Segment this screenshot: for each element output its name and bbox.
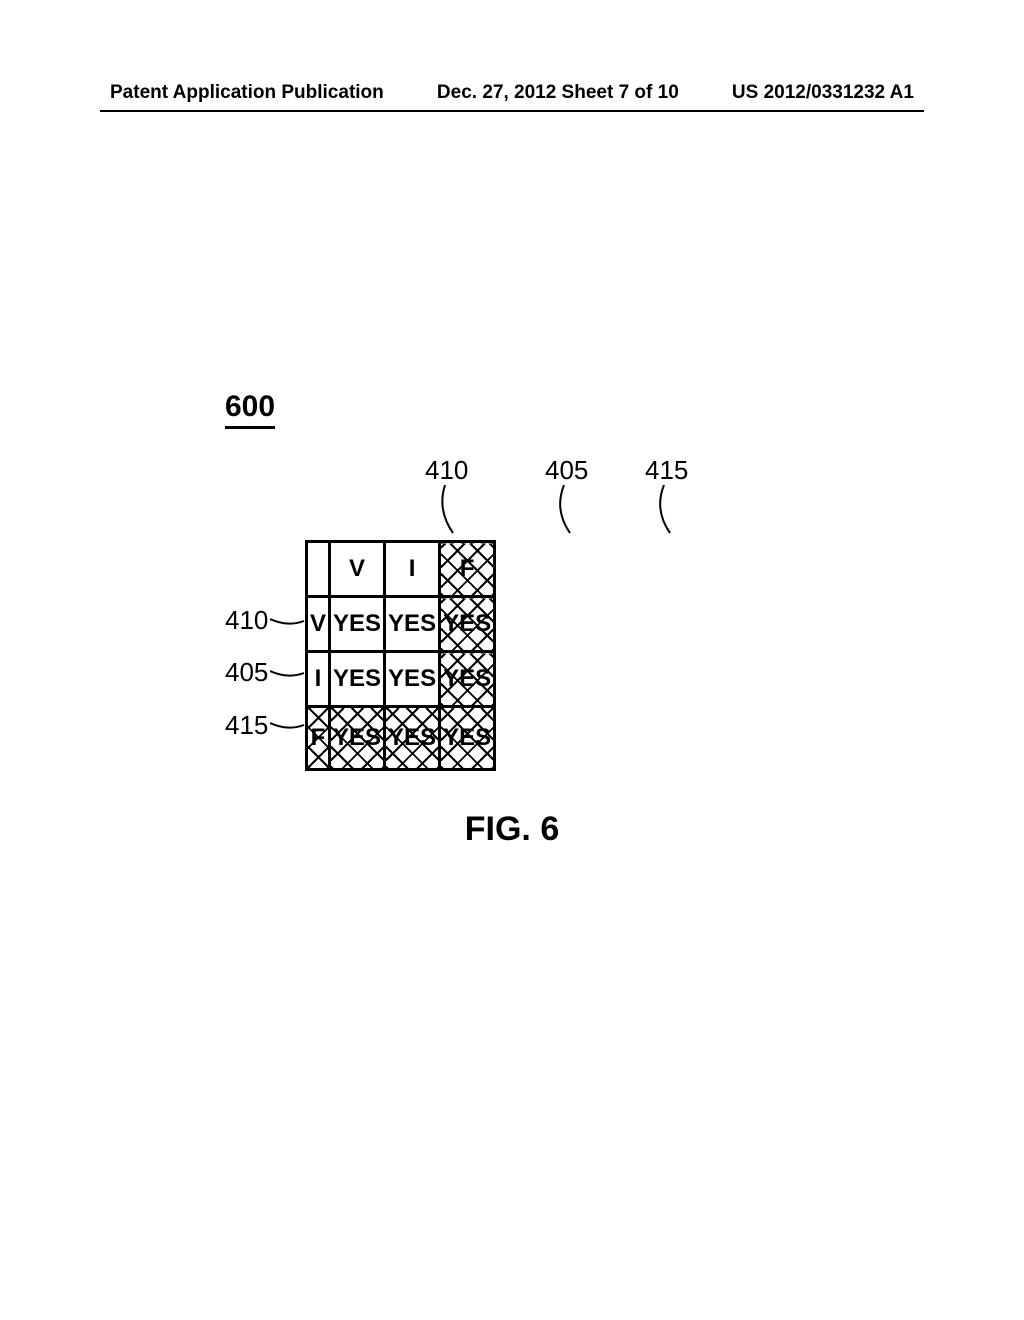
row-leader-405 <box>270 665 310 685</box>
row-label-405: 405 <box>225 657 268 688</box>
cell-r3-c1: YES <box>330 707 385 770</box>
cell-r0-c0 <box>307 542 330 597</box>
patent-header: Patent Application Publication Dec. 27, … <box>0 82 1024 104</box>
cell-r3-c2: YES <box>385 707 440 770</box>
figure-reference-number: 600 <box>225 390 275 429</box>
cell-r2-c1: YES <box>330 652 385 707</box>
row-label-415: 415 <box>225 710 268 741</box>
cell-r1-c3: YES <box>440 597 495 652</box>
header-right: US 2012/0331232 A1 <box>732 82 914 104</box>
row-leader-410 <box>270 613 310 633</box>
col-label-415: 415 <box>645 455 688 486</box>
cell-r1-c0: V <box>307 597 330 652</box>
cell-r0-c1: V <box>330 542 385 597</box>
header-left: Patent Application Publication <box>110 82 384 104</box>
state-table: VIFVYESYESYESIYESYESYESFYESYESYES <box>305 540 496 771</box>
header-center: Dec. 27, 2012 Sheet 7 of 10 <box>437 82 679 104</box>
col-label-405: 405 <box>545 455 588 486</box>
cell-r3-c3: YES <box>440 707 495 770</box>
cell-r2-c0: I <box>307 652 330 707</box>
header-rule <box>100 110 924 112</box>
col-label-410: 410 <box>425 455 468 486</box>
cell-r2-c3: YES <box>440 652 495 707</box>
col-leader-415 <box>650 485 690 540</box>
cell-r1-c1: YES <box>330 597 385 652</box>
col-leader-405 <box>550 485 590 540</box>
cell-r0-c2: I <box>385 542 440 597</box>
cell-r3-c0: F <box>307 707 330 770</box>
cell-r1-c2: YES <box>385 597 440 652</box>
row-label-410: 410 <box>225 605 268 636</box>
row-leader-415 <box>270 717 310 737</box>
cell-r0-c3: F <box>440 542 495 597</box>
cell-r2-c2: YES <box>385 652 440 707</box>
figure-caption: FIG. 6 <box>0 810 1024 849</box>
col-leader-410 <box>435 485 475 540</box>
